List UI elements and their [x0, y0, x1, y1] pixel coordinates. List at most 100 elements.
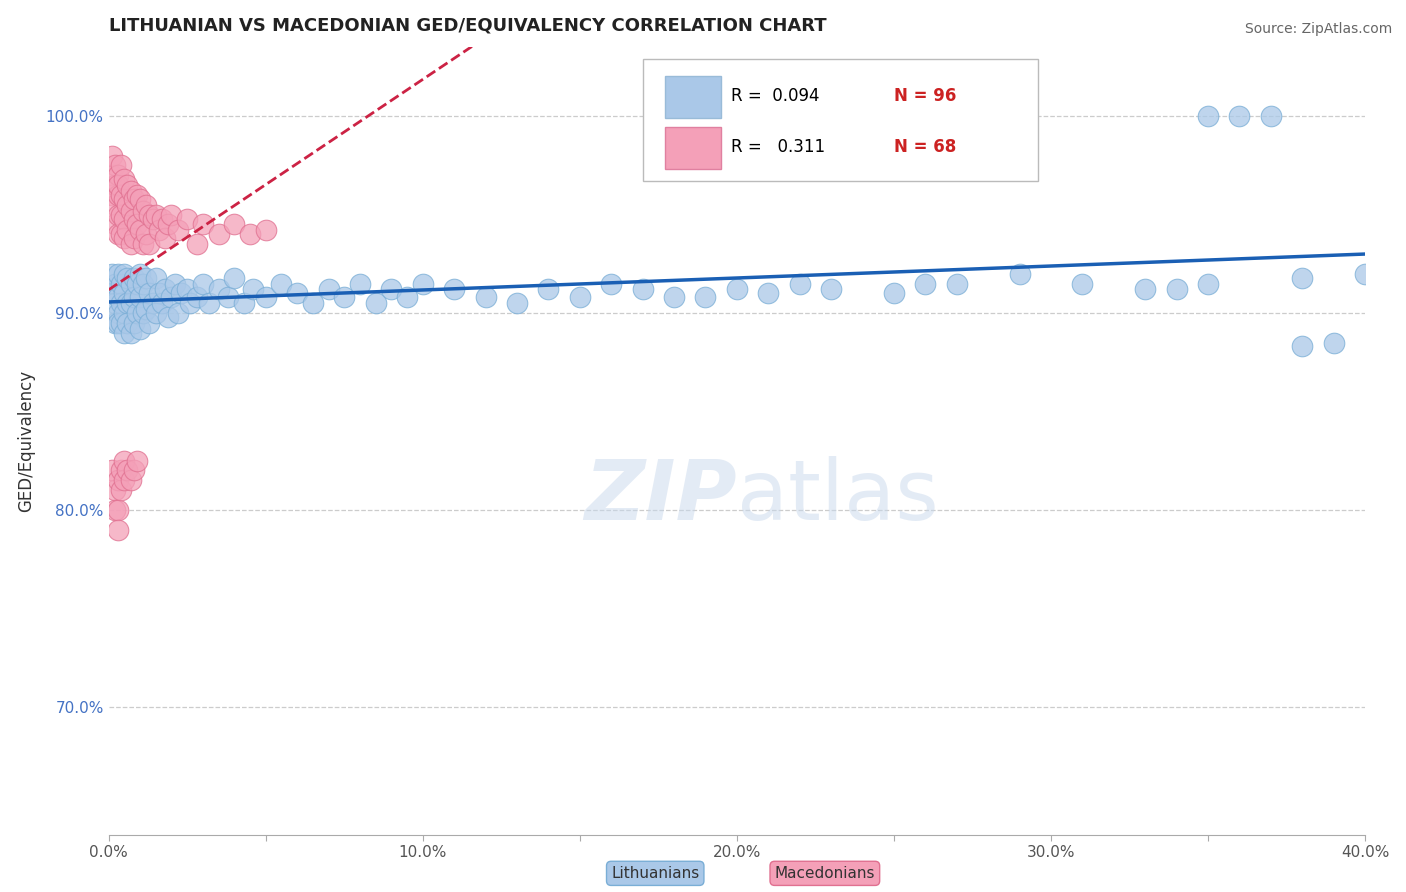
Point [170, 286, 193, 301]
Point [112, 211, 135, 226]
Point [125, 453, 148, 467]
Point [443, 282, 465, 296]
Point [129, 223, 152, 237]
Point [110, 158, 132, 172]
Point [107, 503, 129, 517]
Point [107, 316, 129, 330]
Point [112, 473, 135, 487]
Point [107, 227, 129, 242]
Point [1071, 277, 1094, 291]
Point [117, 463, 139, 477]
Point [142, 296, 165, 310]
Point [117, 198, 139, 212]
Point [1354, 267, 1376, 281]
Point [112, 453, 135, 467]
Point [270, 277, 292, 291]
Point [110, 483, 132, 497]
Point [160, 208, 183, 222]
FancyBboxPatch shape [665, 127, 720, 169]
Point [104, 218, 127, 232]
Point [191, 277, 214, 291]
FancyBboxPatch shape [665, 76, 720, 118]
Point [160, 290, 183, 304]
Point [232, 296, 254, 310]
Point [117, 316, 139, 330]
Point [1229, 109, 1251, 123]
Point [207, 282, 229, 296]
Text: Lithuanians: Lithuanians [612, 866, 699, 881]
Text: R =   0.311: R = 0.311 [731, 138, 825, 156]
Text: ZIP: ZIP [585, 456, 737, 537]
Point [349, 277, 371, 291]
Point [537, 282, 560, 296]
Point [186, 290, 208, 304]
Point [110, 188, 132, 202]
Point [120, 203, 142, 218]
Point [117, 178, 139, 193]
Point [112, 326, 135, 340]
Point [191, 218, 214, 232]
Point [125, 306, 148, 320]
Point [1291, 270, 1313, 285]
Point [120, 277, 142, 291]
Point [122, 290, 145, 304]
Point [120, 326, 142, 340]
Point [107, 290, 129, 304]
Point [122, 211, 145, 226]
Point [600, 277, 623, 291]
Point [224, 218, 246, 232]
Point [112, 231, 135, 245]
Text: N = 96: N = 96 [894, 87, 956, 105]
Point [112, 267, 135, 281]
Point [662, 290, 685, 304]
Point [333, 290, 356, 304]
Point [207, 227, 229, 242]
Point [568, 290, 591, 304]
Y-axis label: GED/Equivalency: GED/Equivalency [17, 370, 35, 512]
Point [112, 286, 135, 301]
Point [474, 290, 496, 304]
Point [112, 306, 135, 320]
Point [820, 282, 842, 296]
Point [129, 267, 152, 281]
Point [163, 277, 186, 291]
Point [150, 211, 173, 226]
Point [695, 290, 717, 304]
Point [1197, 277, 1219, 291]
Point [138, 237, 160, 252]
Point [1008, 267, 1031, 281]
Point [132, 277, 155, 291]
Point [301, 296, 323, 310]
Point [117, 296, 139, 310]
Point [110, 463, 132, 477]
Point [129, 192, 152, 206]
Point [145, 270, 167, 285]
Point [364, 296, 387, 310]
Point [107, 473, 129, 487]
Point [117, 270, 139, 285]
Point [101, 286, 124, 301]
Point [1135, 282, 1157, 296]
Point [117, 223, 139, 237]
Point [107, 178, 129, 193]
Point [107, 168, 129, 182]
Point [101, 188, 124, 202]
Point [129, 290, 152, 304]
Point [107, 306, 129, 320]
Point [224, 270, 246, 285]
Point [138, 208, 160, 222]
Point [101, 463, 124, 477]
Point [157, 310, 180, 324]
Point [122, 231, 145, 245]
Point [110, 227, 132, 242]
Text: atlas: atlas [737, 456, 939, 537]
Point [104, 198, 127, 212]
Point [120, 473, 142, 487]
Point [148, 286, 170, 301]
Point [101, 168, 124, 182]
Point [104, 316, 127, 330]
Point [110, 316, 132, 330]
Point [120, 237, 142, 252]
Point [186, 237, 208, 252]
Point [945, 277, 967, 291]
